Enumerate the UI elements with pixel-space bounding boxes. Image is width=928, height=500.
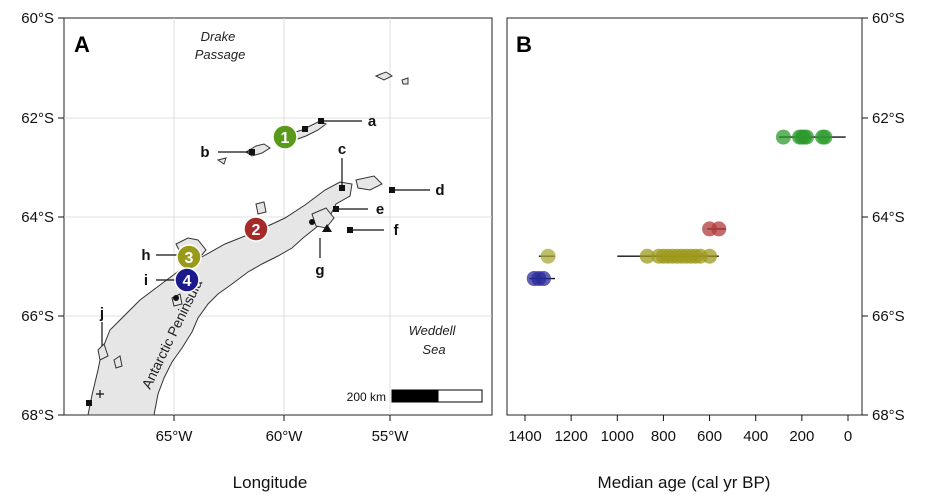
site-label-h: h	[141, 247, 150, 264]
panel-b-ytick-1: 62°S	[872, 110, 905, 127]
panel-a-xtick-0: 65°W	[156, 428, 194, 445]
svg-text:3: 3	[185, 250, 194, 267]
series-2-point-0	[639, 248, 655, 264]
site-label-c: c	[338, 141, 346, 158]
svg-text:4: 4	[183, 273, 192, 290]
panel-b-ytick-2: 64°S	[872, 209, 905, 226]
panel-a-x-title: Longitude	[233, 473, 308, 492]
panel-b-letter: B	[516, 32, 532, 57]
svg-text:1: 1	[281, 130, 290, 147]
region-marker-1: 1	[272, 124, 298, 150]
panel-b-ytick-3: 66°S	[872, 308, 905, 325]
panel-a-ytick-4: 68°S	[21, 407, 54, 424]
panel-a-ytick-3: 66°S	[21, 308, 54, 325]
series-4-point-2	[535, 271, 551, 287]
site-label-j: j	[99, 305, 104, 322]
svg-text:2: 2	[252, 222, 261, 239]
place-passage: Passage	[195, 47, 246, 62]
antarctic-peninsula-landmass	[87, 181, 353, 416]
panel-b-xtick-1: 1200	[554, 428, 587, 445]
panel-b-ytick-0: 60°S	[872, 10, 905, 27]
site-label-i: i	[144, 272, 148, 289]
series-1-point-1	[711, 221, 727, 237]
place-sea: Sea	[422, 342, 445, 357]
site-label-b: b	[200, 144, 209, 161]
series-0-point-6	[817, 129, 833, 145]
site-label-e: e	[376, 201, 384, 218]
series-0-point-0	[775, 129, 791, 145]
panel-a-ytick-2: 64°S	[21, 209, 54, 226]
site-label-f: f	[394, 222, 400, 239]
panel-b-xtick-2: 1000	[601, 428, 634, 445]
panel-a-map: Drake Passage Weddell Sea Antarctic Peni…	[63, 17, 493, 416]
place-drake: Drake	[201, 29, 236, 44]
panel-b-x-title: Median age (cal yr BP)	[598, 473, 771, 492]
panel-b-xtick-4: 600	[697, 428, 722, 445]
region-marker-4: 4	[174, 267, 200, 293]
site-label-d: d	[435, 182, 444, 199]
scale-bar-label: 200 km	[347, 390, 386, 404]
scale-bar: 200 km	[347, 389, 483, 404]
panel-b-xtick-0: 1400	[508, 428, 541, 445]
panel-b-xtick-3: 800	[651, 428, 676, 445]
panel-b-x-ticks: 1400 1200 1000 800 600 400 200 0	[508, 415, 852, 445]
region-marker-2: 2	[243, 216, 269, 242]
panel-b-xtick-7: 0	[844, 428, 852, 445]
panel-a-xtick-2: 55°W	[372, 428, 410, 445]
panel-b-xtick-6: 200	[789, 428, 814, 445]
panel-b-frame	[506, 17, 863, 416]
panel-a-ytick-1: 62°S	[21, 110, 54, 127]
panel-b-xtick-5: 400	[743, 428, 768, 445]
site-label-a: a	[368, 113, 377, 130]
place-weddell: Weddell	[409, 323, 457, 338]
site-leader-lines	[101, 120, 430, 346]
panel-a-axes: 60°S 62°S 64°S 66°S 68°S 65°W 60°W 55°W …	[21, 10, 409, 492]
series-2-point-11	[702, 248, 718, 264]
panel-b-chart: B 1400 1200 1000 800 600 400 200 0 60°S 62°S 64…	[506, 10, 905, 492]
series-0-point-4	[798, 129, 814, 145]
panel-a-xtick-1: 60°W	[266, 428, 304, 445]
panel-a-letter: A	[74, 32, 90, 57]
region-marker-3: 3	[176, 244, 202, 270]
series-3-point-0	[540, 248, 556, 264]
panel-a-ytick-0: 60°S	[21, 10, 54, 27]
panel-b-ytick-4: 68°S	[872, 407, 905, 424]
site-label-g: g	[315, 262, 324, 279]
panel-b-tick-marks	[862, 17, 868, 416]
panel-b-data-marks	[526, 129, 846, 287]
